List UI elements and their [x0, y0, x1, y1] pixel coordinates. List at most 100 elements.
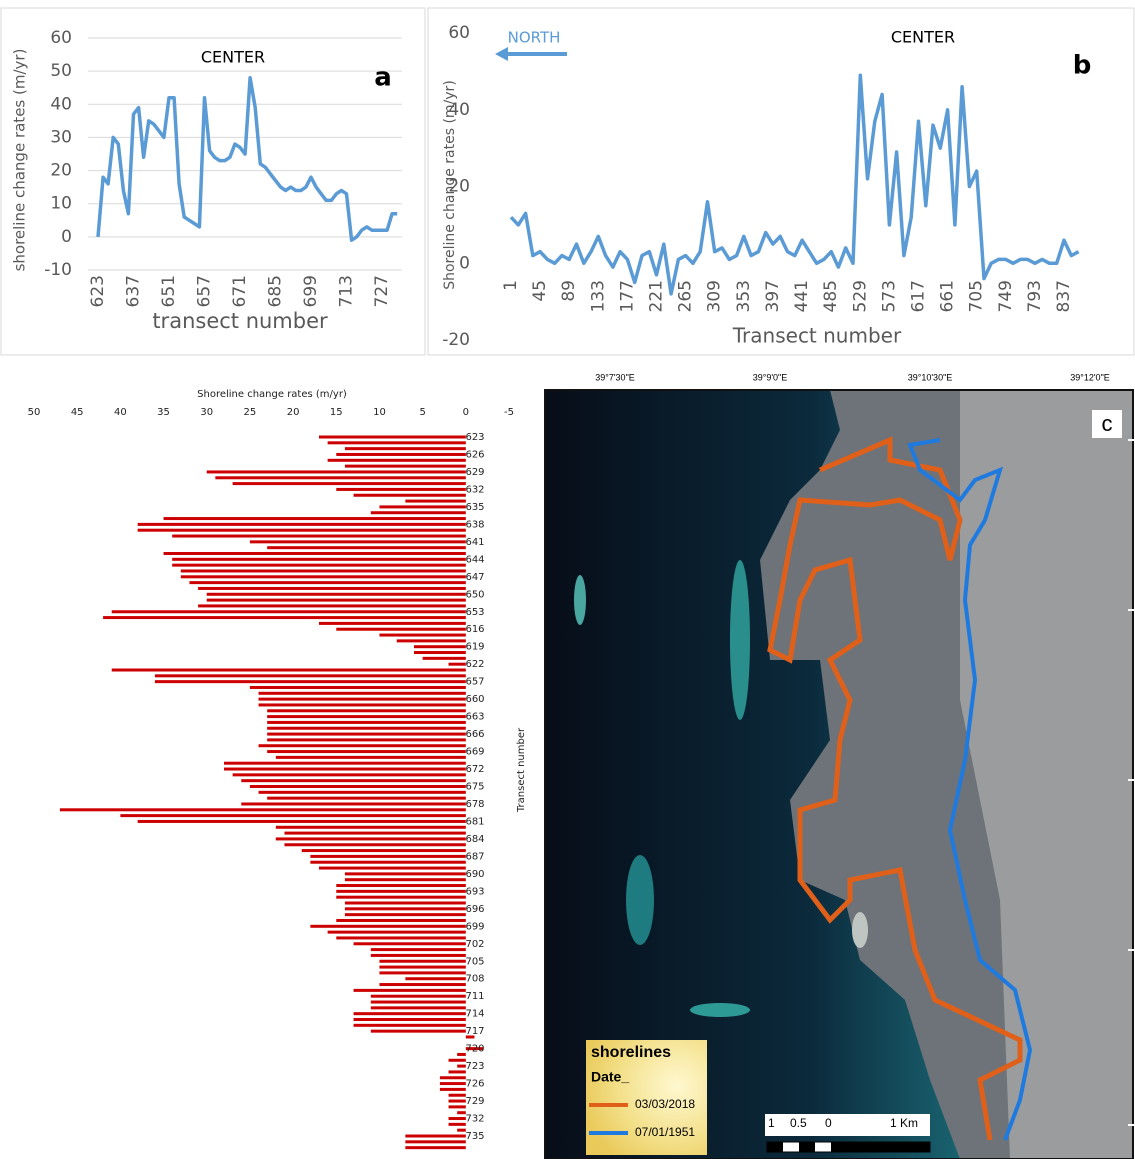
y-axis-label: Shoreline change rates (m/yr) [442, 80, 458, 290]
bar [267, 727, 466, 730]
bar [345, 465, 466, 468]
x-tick-label: 20 [287, 407, 300, 418]
bar [336, 884, 466, 887]
bar [233, 482, 466, 485]
bar [336, 488, 466, 491]
bar [371, 995, 466, 998]
y-tick-label: 693 [465, 886, 484, 897]
x-tick-label: 397 [763, 280, 783, 312]
legend-title: shorelines [591, 1044, 671, 1061]
y-axis-label: shoreline change rates (m/yr) [11, 49, 29, 272]
bar [405, 977, 465, 980]
bar [164, 517, 466, 520]
y-tick-label: 650 [465, 589, 484, 600]
x-tick-label: 749 [996, 280, 1016, 312]
y-tick-label: 723 [465, 1061, 484, 1072]
longitude-label: 39°12'0"E [1070, 372, 1110, 382]
bar [276, 826, 466, 829]
scale-label: 1 [768, 1116, 775, 1130]
north-arrow-head [495, 47, 508, 61]
bar [267, 738, 466, 741]
x-tick-label: 651 [159, 275, 179, 307]
bar [440, 1076, 466, 1079]
x-tick-label: 309 [705, 280, 725, 312]
bar [267, 715, 466, 718]
y-tick-label: 684 [465, 834, 484, 845]
legend-label: 03/03/2018 [635, 1097, 695, 1111]
bar [449, 1100, 466, 1103]
scale-label: 0 [825, 1116, 832, 1130]
bar [241, 779, 466, 782]
bar [336, 896, 466, 899]
y-tick-label: 672 [465, 764, 484, 775]
figure: -100102030405060623637651657671685699713… [0, 0, 1135, 1159]
bar [259, 744, 466, 747]
y-tick-label: 657 [465, 677, 484, 688]
bar [189, 581, 465, 584]
y-tick-label: 647 [465, 572, 484, 583]
map-panel: c 39°7'30"E 39°9'0"E 39°10'30"E 39°12'0"… [545, 372, 1135, 1159]
bar [379, 966, 465, 969]
x-tick-label: 573 [879, 280, 899, 312]
x-tick-label: 30 [200, 407, 213, 418]
y-tick-label: 660 [465, 694, 484, 705]
x-tick-label: 793 [1025, 280, 1045, 312]
bar [224, 762, 466, 765]
bar [345, 447, 466, 450]
x-tick-label: 623 [88, 275, 108, 307]
y-tick-label: 735 [465, 1131, 484, 1142]
x-tick-label: 529 [850, 280, 870, 312]
y-tick-label: 641 [465, 537, 484, 548]
bar [250, 540, 466, 543]
scale-label: 0.5 [790, 1116, 807, 1130]
bar [379, 960, 465, 963]
bar [449, 1059, 466, 1062]
bar [138, 529, 466, 532]
bar [267, 733, 466, 736]
bar [250, 686, 466, 689]
bar [319, 622, 466, 625]
bar [172, 535, 466, 538]
bar [336, 890, 466, 893]
x-tick-label: 713 [337, 275, 357, 307]
bar [103, 616, 466, 619]
x-tick-label: 485 [821, 280, 841, 312]
y-tick-label: 10 [50, 194, 72, 214]
legend-label: 07/01/1951 [635, 1125, 695, 1139]
panel-label: b [1073, 51, 1092, 81]
panel-label: c [1102, 411, 1113, 436]
y-tick-label: 632 [465, 484, 484, 495]
bar [379, 634, 465, 637]
bar [267, 797, 466, 800]
bar [379, 505, 465, 508]
bar [449, 1105, 466, 1108]
bar [181, 569, 466, 572]
bar [440, 1082, 466, 1085]
x-tick-label: 40 [114, 407, 127, 418]
x-tick-label: 705 [967, 280, 987, 312]
bar [345, 872, 466, 875]
data-line [98, 78, 397, 240]
reef [730, 560, 750, 720]
y-tick-label: 644 [465, 554, 484, 565]
bar [336, 453, 466, 456]
y-tick-label: 678 [465, 799, 484, 810]
bar [397, 639, 466, 642]
bar [172, 558, 466, 561]
x-tick-label: 617 [908, 280, 928, 312]
bar [328, 931, 466, 934]
y-tick-label: 663 [465, 712, 484, 723]
x-axis-label: transect number [152, 309, 328, 333]
longitude-label: 39°10'30"E [908, 372, 953, 382]
bar [284, 832, 465, 835]
x-tick-label: 699 [301, 275, 321, 307]
bar [259, 692, 466, 695]
bar [423, 657, 466, 660]
x-tick-label: 637 [124, 275, 144, 307]
panel-a: -100102030405060623637651657671685699713… [11, 28, 403, 333]
island [852, 912, 868, 948]
bar [440, 1088, 466, 1091]
bar [449, 1123, 466, 1126]
